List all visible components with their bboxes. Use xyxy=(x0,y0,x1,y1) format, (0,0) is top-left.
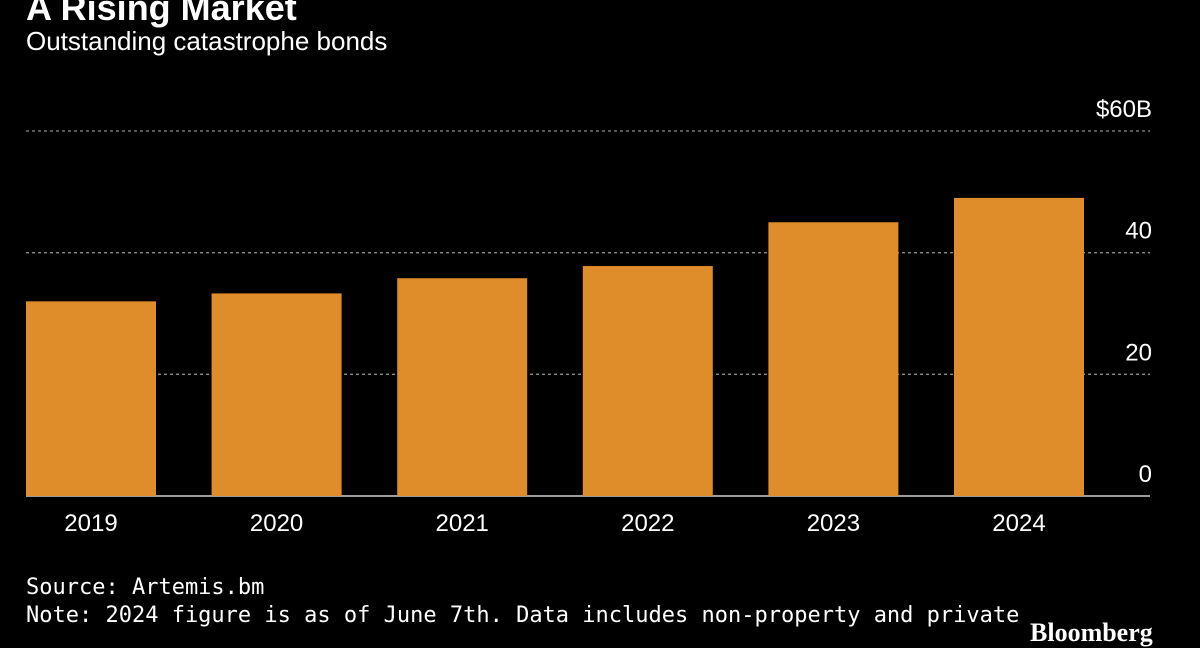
y-tick-labels: 0 20 40 $60B xyxy=(1096,96,1152,488)
chart-title: A Rising Market xyxy=(26,0,297,28)
y-tick-label: 20 xyxy=(1125,339,1152,366)
note-text: Note: 2024 figure is as of June 7th. Dat… xyxy=(26,603,1020,628)
x-tick-label-2021: 2021 xyxy=(436,510,489,537)
x-tick-label-2024: 2024 xyxy=(992,510,1045,537)
chart-subtitle: Outstanding catastrophe bonds xyxy=(26,26,388,56)
bar-2024 xyxy=(954,197,1084,496)
x-tick-label-2020: 2020 xyxy=(250,510,303,537)
bars xyxy=(26,197,1084,496)
y-tick-label: 0 xyxy=(1139,461,1152,488)
bloomberg-logo: Bloomberg xyxy=(1030,618,1153,647)
y-tick-label: $60B xyxy=(1096,96,1152,123)
bar-2023 xyxy=(768,222,899,496)
bar-chart: 0 20 40 $60B 2019 2020 2021 2022 2023 2024 xyxy=(26,96,1152,537)
y-tick-label: 40 xyxy=(1125,218,1152,245)
x-tick-label-2022: 2022 xyxy=(621,510,674,537)
x-tick-labels: 2019 2020 2021 2022 2023 2024 xyxy=(64,510,1045,537)
bar-2022 xyxy=(582,266,713,496)
x-tick-label-2023: 2023 xyxy=(807,510,860,537)
x-tick-label-2019: 2019 xyxy=(64,510,117,537)
bar-2019 xyxy=(26,301,156,496)
bar-2021 xyxy=(397,278,528,496)
bar-2020 xyxy=(211,293,342,496)
source-text: Source: Artemis.bm xyxy=(26,575,265,600)
